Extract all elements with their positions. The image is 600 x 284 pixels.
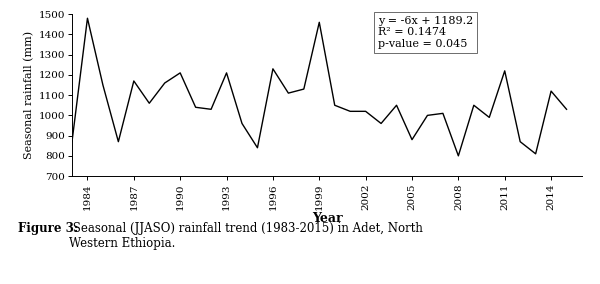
Text: y = -6x + 1189.2
R² = 0.1474
p-value = 0.045: y = -6x + 1189.2 R² = 0.1474 p-value = 0…: [378, 16, 473, 49]
X-axis label: Year: Year: [311, 212, 343, 225]
Text: Seasonal (JJASO) rainfall trend (1983-2015) in Adet, North
Western Ethiopia.: Seasonal (JJASO) rainfall trend (1983-20…: [69, 222, 423, 250]
Text: Figure 3:: Figure 3:: [18, 222, 78, 235]
Y-axis label: Seasonal rainfall (mm): Seasonal rainfall (mm): [24, 31, 34, 159]
